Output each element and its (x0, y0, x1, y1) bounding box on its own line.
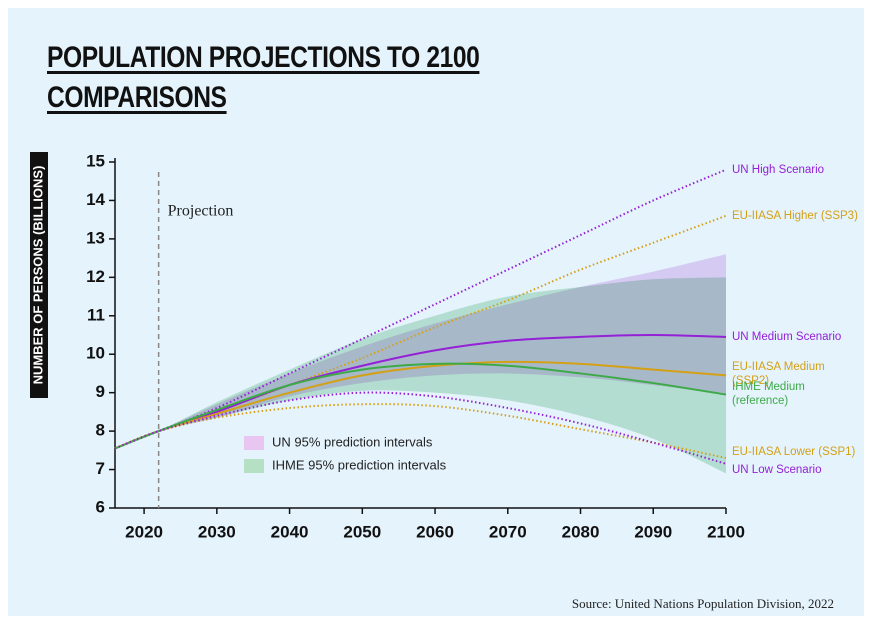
x-tick-label: 2080 (562, 522, 600, 541)
y-tick-label: 12 (86, 267, 105, 286)
prediction-band (115, 277, 726, 474)
series-label: UN High Scenario (732, 163, 825, 176)
x-tick-label: 2090 (634, 522, 672, 541)
series-label: EU-IIASA Higher (SSP3) (732, 209, 858, 222)
series-label: EU-IIASA Lower (SSP1) (732, 446, 856, 459)
y-tick-label: 13 (86, 228, 105, 247)
x-tick-label: 2020 (125, 522, 163, 541)
chart-title: POPULATION PROJECTIONS TO 2100 COMPARISO… (47, 41, 480, 114)
y-tick-label: 7 (96, 459, 105, 478)
source: Source: United Nations Population Divisi… (571, 596, 834, 611)
y-label-box (30, 152, 48, 398)
projection-label: Projection (168, 203, 234, 220)
x-tick-label: 2030 (198, 522, 236, 541)
series-label: UN Low Scenario (732, 463, 822, 476)
y-tick-label: 10 (86, 344, 105, 363)
x-tick-label: 2060 (416, 522, 454, 541)
x-tick-label: 2050 (343, 522, 381, 541)
series-line (114, 391, 727, 465)
series-label: IHME Medium (reference) (732, 380, 805, 407)
legend-swatch (244, 459, 264, 473)
series-line (114, 362, 727, 450)
y-tick-label: 15 (86, 151, 105, 170)
y-tick-label: 6 (96, 497, 105, 516)
x-tick-label: 2100 (707, 522, 745, 541)
y-tick-label: 11 (87, 305, 105, 324)
y-tick-label: 8 (96, 421, 105, 440)
y-tick-label: 14 (86, 190, 105, 209)
series-label: UN Medium Scenario (732, 330, 842, 343)
legend-swatch (244, 436, 264, 450)
legend-label: IHME 95% prediction intervals (272, 457, 447, 472)
x-tick-label: 2070 (489, 522, 527, 541)
legend-label: UN 95% prediction intervals (272, 434, 433, 449)
x-tick-label: 2040 (271, 522, 309, 541)
y-tick-label: 9 (96, 382, 105, 401)
y-axis-label: NUMBER OF PERSONS (BILLIONS) (30, 166, 45, 385)
series-label: EU-IIASA Medium (SSP2) (732, 361, 825, 388)
